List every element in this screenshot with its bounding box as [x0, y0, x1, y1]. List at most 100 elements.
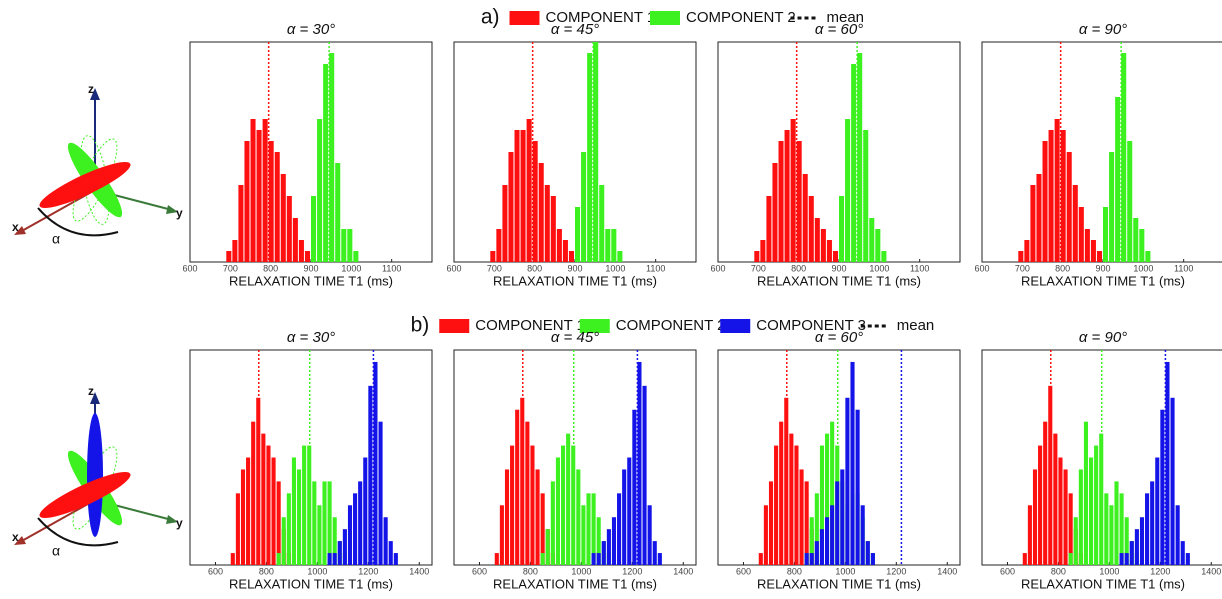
- histogram-bar: [347, 229, 353, 262]
- histogram-bar: [327, 481, 332, 565]
- histogram-bar: [262, 119, 268, 262]
- x-tick-label: 600: [446, 263, 461, 273]
- x-axis-label: RELAXATION TIME T1 (ms): [229, 576, 393, 591]
- histogram-bar: [808, 196, 814, 262]
- histogram-bar: [555, 457, 560, 565]
- axis-label: z: [88, 384, 94, 398]
- histogram-bar: [596, 517, 601, 565]
- x-tick-label: 600: [208, 566, 223, 576]
- chart-title: α = 60°: [815, 21, 863, 38]
- histogram-bar: [525, 421, 530, 565]
- histogram-bar: [240, 469, 246, 565]
- x-tick-label: 1000: [1133, 263, 1153, 273]
- histogram-bar: [576, 469, 581, 565]
- histogram-bar: [280, 174, 286, 262]
- legend-label: mean: [827, 9, 865, 26]
- axis-label: x: [12, 530, 19, 544]
- histogram-bar: [1121, 53, 1127, 262]
- legend-label: COMPONENT 3: [756, 317, 866, 334]
- histogram-bar: [286, 493, 291, 565]
- histogram-bar: [870, 553, 875, 565]
- histogram-bar: [1134, 529, 1139, 565]
- histogram-bar: [586, 493, 591, 565]
- histogram-bar: [851, 64, 857, 262]
- histogram-bar: [1058, 457, 1063, 565]
- histogram-bar: [855, 409, 860, 565]
- histogram-bar: [768, 481, 774, 565]
- histogram-bar: [857, 53, 863, 262]
- histogram-bar: [1078, 207, 1084, 262]
- histogram-bar: [845, 397, 850, 565]
- histogram-bar: [1180, 541, 1185, 565]
- histogram-bar: [383, 517, 388, 565]
- histogram-bar: [587, 53, 593, 262]
- x-tick-label: 1000: [869, 263, 889, 273]
- histogram-bar: [358, 481, 363, 565]
- row-label: a): [481, 6, 500, 29]
- histogram-bar: [556, 229, 562, 262]
- histogram-bar: [571, 445, 576, 565]
- histogram-bar: [1119, 493, 1124, 565]
- histogram-bar: [839, 196, 845, 262]
- x-tick-label: 700: [1015, 263, 1030, 273]
- histogram-bar: [774, 445, 779, 565]
- histogram-bar: [601, 541, 606, 565]
- x-tick-label: 700: [223, 263, 238, 273]
- x-tick-label: 1400: [1201, 566, 1221, 576]
- histogram-bar: [814, 541, 819, 565]
- histogram-bar: [322, 481, 327, 565]
- histogram-bar: [510, 445, 515, 565]
- histogram-bar: [1084, 229, 1090, 262]
- x-axis-label: RELAXATION TIME T1 (ms): [493, 273, 657, 288]
- histogram-bar: [789, 433, 794, 565]
- angle-label: α: [52, 231, 60, 247]
- histogram-bar: [778, 141, 784, 262]
- histogram-bar: [760, 240, 766, 262]
- histogram-bar: [238, 185, 244, 262]
- x-tick-label: 600: [736, 566, 751, 576]
- x-axis-label: RELAXATION TIME T1 (ms): [1021, 576, 1185, 591]
- x-tick-label: 1100: [1174, 263, 1193, 273]
- histogram-bar: [809, 517, 814, 565]
- histogram-bar: [845, 119, 851, 262]
- histogram-bar: [307, 445, 312, 565]
- orientation-diagram: z x y α: [12, 82, 183, 247]
- histogram-bar: [1022, 553, 1027, 565]
- legend-swatch: [509, 11, 540, 25]
- histogram-bar: [1088, 457, 1094, 565]
- angle-label: α: [52, 543, 60, 559]
- x-tick-label: 800: [791, 263, 806, 273]
- histogram-bar: [1139, 517, 1145, 565]
- histogram-bar: [327, 553, 332, 565]
- histogram-bar: [508, 152, 514, 262]
- histogram-bar: [1160, 409, 1165, 565]
- histogram-bar: [581, 152, 587, 262]
- histogram-bar: [766, 196, 772, 262]
- histogram-bar: [581, 505, 586, 565]
- histogram-bar: [298, 240, 304, 262]
- histogram-bar: [758, 553, 763, 565]
- x-axis-label: RELAXATION TIME T1 (ms): [229, 273, 393, 288]
- histogram-bar: [271, 457, 276, 565]
- histogram-bar: [622, 469, 627, 565]
- histogram-bar: [292, 218, 298, 262]
- histogram-bar: [850, 361, 855, 565]
- histogram-bar: [637, 361, 642, 565]
- x-tick-label: 800: [527, 263, 542, 273]
- histogram-bar: [1127, 141, 1133, 262]
- histogram-bar: [1090, 240, 1096, 262]
- histogram-bar: [865, 541, 870, 565]
- histogram-bar: [545, 529, 550, 565]
- histogram-bar: [378, 421, 383, 565]
- x-tick-label: 1400: [409, 566, 429, 576]
- x-tick-label: 1100: [646, 263, 665, 273]
- histogram-bar: [1068, 553, 1073, 565]
- histogram-bar: [544, 185, 550, 262]
- histogram-bar: [347, 505, 353, 565]
- histogram-bar: [1124, 517, 1129, 565]
- legend-swatch: [650, 11, 680, 25]
- histogram-bar: [490, 251, 496, 262]
- histogram-bar: [515, 409, 520, 565]
- histogram-bar: [796, 141, 802, 262]
